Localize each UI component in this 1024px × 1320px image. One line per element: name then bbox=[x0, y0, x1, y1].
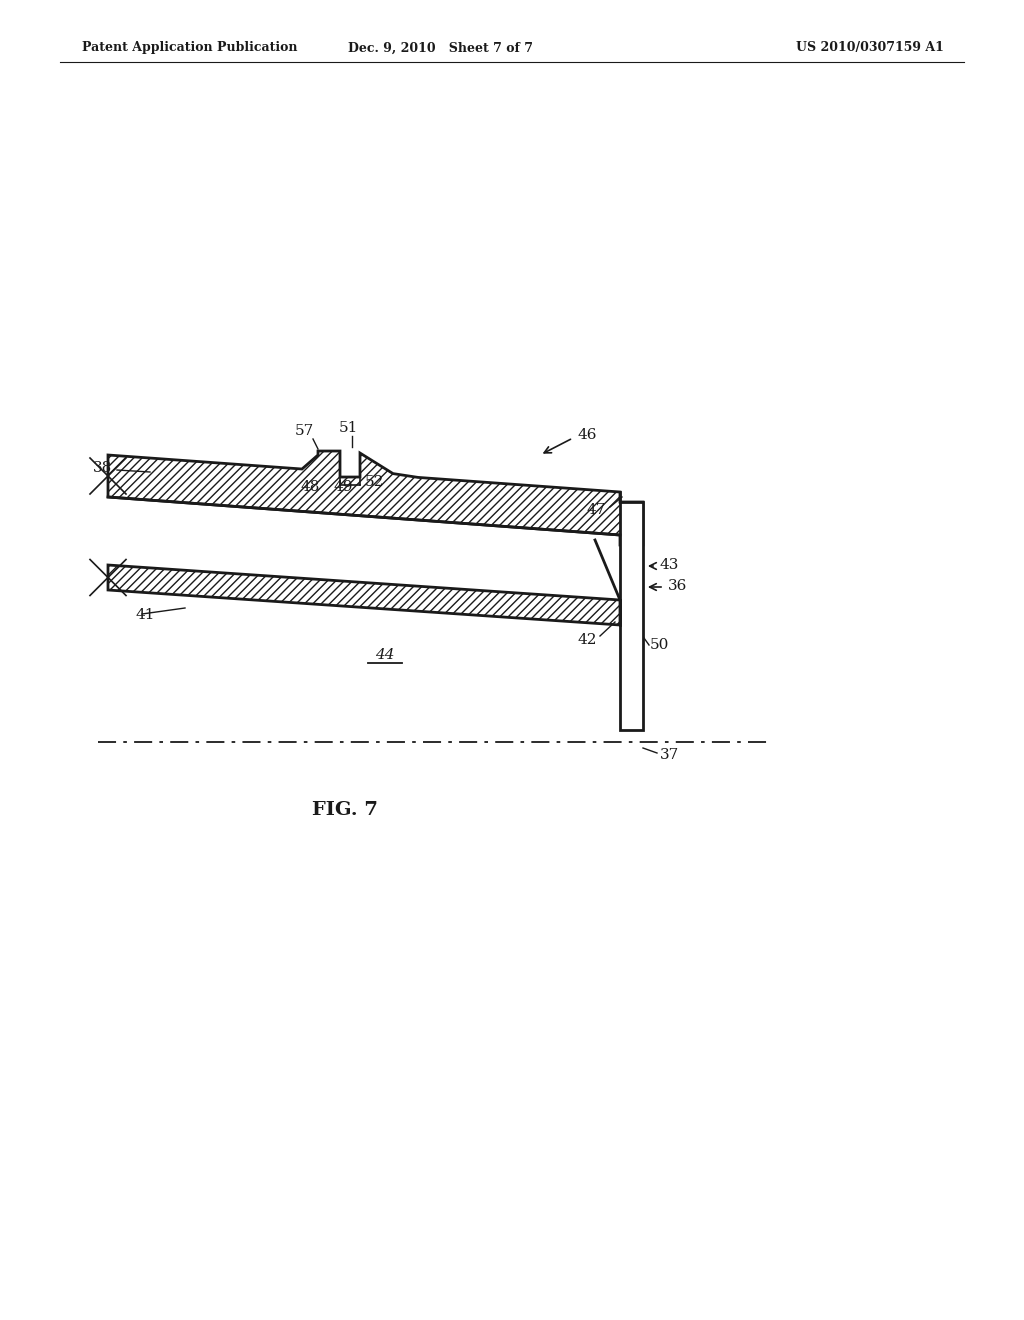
Text: 48: 48 bbox=[301, 480, 319, 494]
Text: 51: 51 bbox=[338, 421, 357, 436]
Text: Patent Application Publication: Patent Application Publication bbox=[82, 41, 298, 54]
Text: 49: 49 bbox=[333, 480, 352, 494]
Text: 46: 46 bbox=[577, 428, 597, 442]
Text: 36: 36 bbox=[668, 579, 687, 593]
Text: 50: 50 bbox=[650, 638, 670, 652]
Polygon shape bbox=[108, 451, 643, 545]
Text: 42: 42 bbox=[578, 634, 597, 647]
Polygon shape bbox=[620, 502, 643, 730]
Text: 52: 52 bbox=[365, 475, 384, 488]
Text: Dec. 9, 2010   Sheet 7 of 7: Dec. 9, 2010 Sheet 7 of 7 bbox=[347, 41, 532, 54]
Text: 47: 47 bbox=[587, 503, 606, 517]
Text: 37: 37 bbox=[660, 748, 679, 762]
Text: 57: 57 bbox=[294, 424, 313, 438]
Text: US 2010/0307159 A1: US 2010/0307159 A1 bbox=[796, 41, 944, 54]
Polygon shape bbox=[108, 565, 620, 624]
Text: 44: 44 bbox=[375, 648, 394, 663]
Text: FIG. 7: FIG. 7 bbox=[312, 801, 378, 818]
Text: 41: 41 bbox=[135, 609, 155, 622]
Text: 38: 38 bbox=[93, 461, 113, 475]
Text: 43: 43 bbox=[660, 558, 679, 572]
